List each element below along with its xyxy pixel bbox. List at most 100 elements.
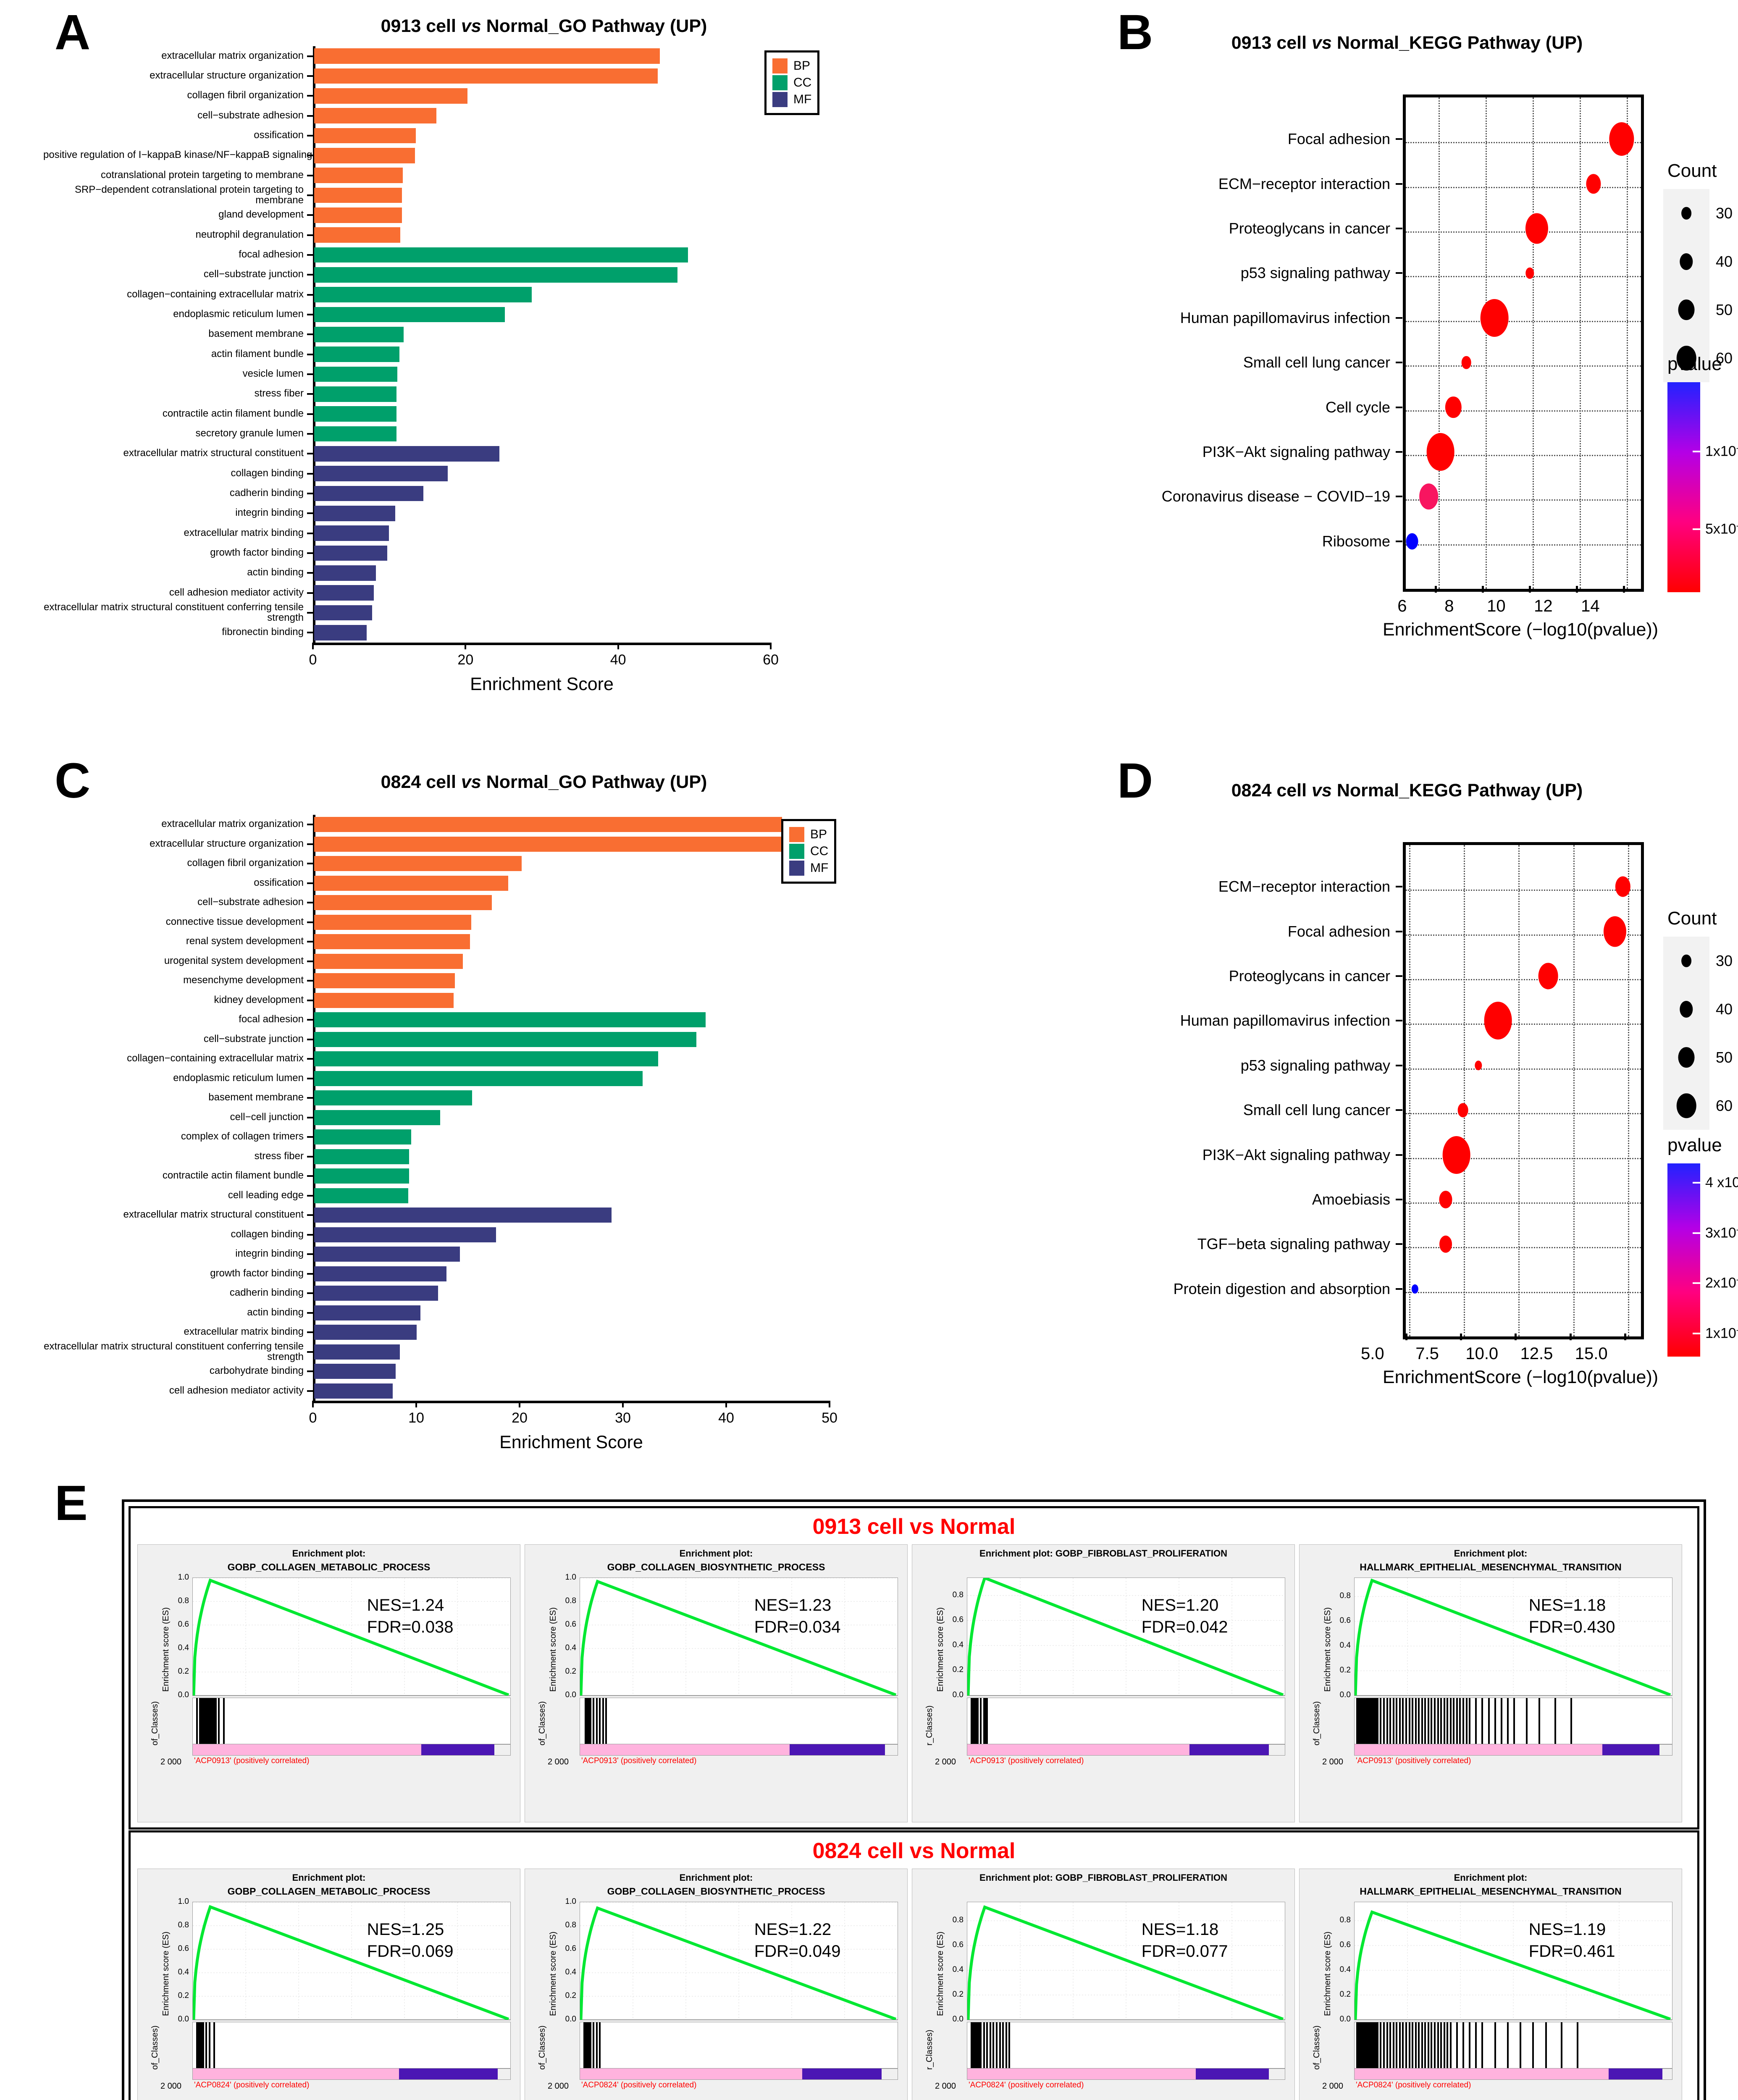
y-tick <box>1396 272 1402 274</box>
gsea-y-tick-label: 0.6 <box>952 1940 964 1950</box>
count-legend-dot <box>1678 299 1695 320</box>
gsea-stats: NES=1.25 FDR=0.069 <box>367 1919 454 1962</box>
bar-mf <box>314 486 423 501</box>
gsea-es-curve-area <box>967 1578 1285 1696</box>
bar-mf <box>314 1344 400 1360</box>
gsea-y-tick-label: 1.0 <box>565 1897 576 1906</box>
gsea-hit-tick <box>1399 2022 1401 2068</box>
pvalue-legend-tick: 4 x10-6 <box>1705 1174 1738 1191</box>
bar-mf <box>314 1325 417 1340</box>
bar-cc <box>314 366 398 382</box>
gsea-hit-tick <box>1359 2022 1361 2068</box>
gsea-hit-tick <box>1002 2022 1004 2068</box>
legend-label-cc: CC <box>810 844 829 858</box>
vertical-gridline <box>1464 845 1465 1336</box>
gsea-hit-tick <box>1412 2022 1414 2068</box>
gsea-rank-axis-label: of_Classes) <box>1312 2025 1321 2070</box>
pvalue-legend-tickmark <box>1693 528 1707 530</box>
y-tick <box>307 1253 313 1255</box>
gsea-hit-tick <box>1405 2022 1407 2068</box>
legend-swatch-bp <box>772 58 788 74</box>
legend-label-mf: MF <box>793 92 812 106</box>
y-tick <box>1396 451 1402 453</box>
gsea-negative-band <box>1189 1744 1269 1755</box>
gsea-stats: NES=1.19 FDR=0.461 <box>1529 1919 1615 1962</box>
gsea-hit-tick <box>1494 1698 1496 1744</box>
bar-cc <box>314 1012 706 1028</box>
pvalue-legend-tick: 1x10-5 <box>1705 443 1738 459</box>
bar-mf <box>314 505 395 521</box>
bar-cc <box>314 1129 412 1145</box>
bubble-point <box>1461 356 1471 369</box>
bar-category-label: cadherin binding <box>229 1287 304 1299</box>
gsea-hit-tick <box>1554 1698 1557 1744</box>
gsea-hit-tick <box>1364 1698 1366 1744</box>
y-tick <box>307 155 313 157</box>
y-tick <box>307 274 313 276</box>
gsea-row: 0913 cell vs Normal Enrichment plot: GOBP_… <box>129 1506 1699 1830</box>
bar-mf <box>314 625 367 640</box>
x-tick <box>1576 586 1578 593</box>
count-legend-dot <box>1678 1047 1695 1068</box>
panel-b-title: 0913 cell vs Normal_KEGG Pathway (UP) <box>1134 33 1680 53</box>
y-tick <box>307 1331 313 1334</box>
y-tick <box>1396 540 1402 542</box>
panel-c-title: 0824 cell vs Normal_GO Pathway (UP) <box>197 772 890 793</box>
y-tick <box>307 980 313 982</box>
x-tick <box>465 643 467 649</box>
gsea-hit-tick <box>1005 2022 1007 2068</box>
pathway-label: Small cell lung cancer <box>1243 1101 1390 1119</box>
y-tick <box>307 1116 313 1118</box>
bar-category-label: connective tissue development <box>165 916 304 927</box>
gsea-hit-tick <box>1392 1698 1394 1744</box>
y-tick <box>1396 1064 1402 1066</box>
gsea-hit-tick <box>1380 2022 1382 2068</box>
gsea-es-curve-area <box>1354 1902 1672 2020</box>
panel-letter-b: B <box>1117 5 1153 60</box>
gsea-hit-tick <box>1362 2022 1364 2068</box>
panel-letter-e: E <box>55 1475 88 1531</box>
y-tick <box>1396 886 1402 888</box>
gsea-plot: Enrichment plot: GOBP_COLLAGEN_BIOSYNTHET… <box>525 1544 908 1822</box>
bar-category-label: gland development <box>218 209 304 220</box>
bar-bp <box>314 953 463 969</box>
legend-item-cc: CC <box>789 844 828 859</box>
gsea-hit-tick <box>1456 2022 1458 2068</box>
y-tick <box>1396 228 1402 230</box>
y-tick <box>307 314 313 315</box>
y-tick <box>307 353 313 355</box>
gsea-hit-tick <box>1570 1698 1573 1744</box>
gsea-rank-axis-label: r_Classes) <box>925 1705 934 1746</box>
gsea-hit-tick <box>1431 2022 1433 2068</box>
bubble-point <box>1604 916 1627 947</box>
gsea-fdr-value: FDR=0.034 <box>754 1618 841 1636</box>
gsea-hit-tick <box>1365 1698 1368 1744</box>
gsea-hit-tick <box>1520 2022 1522 2068</box>
panel-c-legend: BP CC MF <box>781 819 837 884</box>
x-tick-label: 60 <box>763 652 779 668</box>
gsea-hit-marker-band <box>1354 2022 1672 2069</box>
bar-cc <box>314 1071 643 1086</box>
y-tick <box>307 95 313 97</box>
x-axis-title: EnrichmentScore (−log10(pvalue)) <box>1382 1367 1659 1387</box>
gsea-hit-tick <box>223 1698 225 1744</box>
gsea-hit-tick <box>1545 2022 1547 2068</box>
x-tick <box>1623 586 1625 593</box>
bar-bp <box>314 934 470 950</box>
gsea-y-tick-label: 0.6 <box>178 1944 189 1953</box>
gsea-hit-tick <box>588 2022 590 2068</box>
gsea-nes-value: NES=1.18 <box>1141 1920 1219 1939</box>
y-tick <box>1396 496 1402 498</box>
gsea-y-tick-label: 0.2 <box>952 1990 964 1999</box>
gsea-hit-tick <box>970 1698 972 1744</box>
bar-mf <box>314 1227 496 1242</box>
gsea-hit-tick <box>1526 1698 1528 1744</box>
bar-category-label: endoplasmic reticulum lumen <box>173 1072 304 1084</box>
gsea-correlation-label: 'ACP0824' (positively correlated) <box>1356 2081 1471 2090</box>
legend-item-mf: MF <box>772 92 811 107</box>
gsea-rank-value: 2 000 <box>935 2082 956 2091</box>
pvalue-legend-tick: 2x10-6 <box>1705 1275 1738 1291</box>
gsea-hit-tick <box>208 1698 210 1744</box>
gsea-hit-tick <box>1399 1698 1401 1744</box>
horizontal-gridline <box>1406 1158 1641 1159</box>
